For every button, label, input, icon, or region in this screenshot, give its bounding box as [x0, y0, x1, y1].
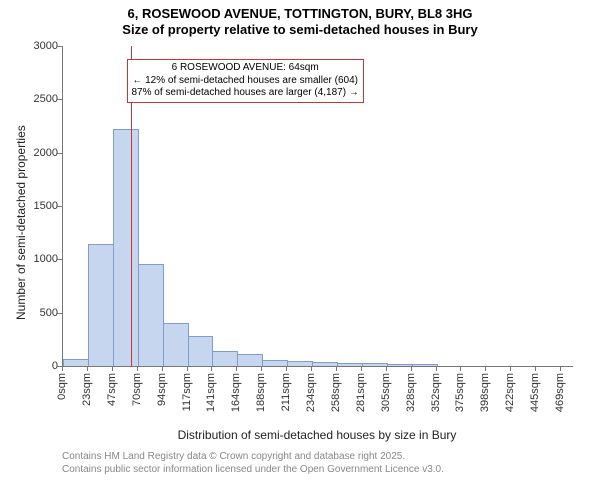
x-tick-label: 23sqm	[81, 373, 93, 406]
y-tick-label: 2000	[4, 147, 58, 159]
x-tick-mark	[336, 366, 337, 371]
histogram-bar	[237, 354, 263, 366]
histogram-bar	[88, 244, 114, 366]
x-tick-mark	[87, 366, 88, 371]
x-tick-label: 375sqm	[454, 373, 466, 412]
x-tick-label: 234sqm	[305, 373, 317, 412]
chart-title: 6, ROSEWOOD AVENUE, TOTTINGTON, BURY, BL…	[0, 0, 600, 39]
x-tick-label: 47sqm	[106, 373, 118, 406]
x-tick-mark	[286, 366, 287, 371]
x-tick-label: 0sqm	[56, 373, 68, 400]
y-ticks: 050010001500200025003000	[0, 46, 62, 366]
histogram-bar	[163, 323, 189, 366]
x-tick-label: 328sqm	[405, 373, 417, 412]
x-tick-label: 117sqm	[181, 373, 193, 411]
x-tick-mark	[236, 366, 237, 371]
annotation-line3: 87% of semi-detached houses are larger (…	[132, 87, 359, 100]
x-tick-mark	[137, 366, 138, 371]
y-tick-mark	[57, 46, 62, 47]
title-line2: Size of property relative to semi-detach…	[0, 22, 600, 38]
x-tick-label: 281sqm	[355, 373, 367, 412]
annotation-line2: ← 12% of semi-detached houses are smalle…	[132, 75, 359, 88]
y-tick-label: 2500	[4, 93, 58, 105]
histogram-bar	[188, 336, 214, 366]
x-tick-mark	[311, 366, 312, 371]
y-tick-label: 3000	[4, 40, 58, 52]
x-tick-label: 305sqm	[380, 373, 392, 412]
x-tick-label: 422sqm	[504, 373, 516, 412]
annotation-line1: 6 ROSEWOOD AVENUE: 64sqm	[132, 62, 359, 75]
x-tick-label: 469sqm	[554, 373, 566, 412]
x-tick-mark	[460, 366, 461, 371]
title-line1: 6, ROSEWOOD AVENUE, TOTTINGTON, BURY, BL…	[0, 6, 600, 22]
x-axis-title: Distribution of semi-detached houses by …	[62, 428, 572, 442]
y-tick-label: 1000	[4, 253, 58, 265]
y-tick-mark	[57, 206, 62, 207]
x-tick-mark	[510, 366, 511, 371]
y-tick-label: 1500	[4, 200, 58, 212]
footer: Contains HM Land Registry data © Crown c…	[62, 450, 600, 476]
x-tick-mark	[112, 366, 113, 371]
footer-line1: Contains HM Land Registry data © Crown c…	[62, 450, 600, 463]
x-tick-label: 70sqm	[131, 373, 143, 406]
y-tick-mark	[57, 259, 62, 260]
x-tick-mark	[62, 366, 63, 371]
histogram-bar	[212, 351, 238, 366]
x-tick-mark	[386, 366, 387, 371]
y-tick-mark	[57, 99, 62, 100]
x-tick-label: 164sqm	[230, 373, 242, 412]
plot-area: 6 ROSEWOOD AVENUE: 64sqm← 12% of semi-de…	[62, 46, 573, 367]
y-tick-label: 500	[4, 307, 58, 319]
x-tick-mark	[535, 366, 536, 371]
histogram-bar	[138, 264, 164, 366]
histogram-bar	[63, 359, 89, 366]
y-tick-mark	[57, 153, 62, 154]
y-tick-mark	[57, 313, 62, 314]
y-tick-label: 0	[4, 360, 58, 372]
chart-container: { "title_line1": "6, ROSEWOOD AVENUE, TO…	[0, 0, 600, 500]
annotation-box: 6 ROSEWOOD AVENUE: 64sqm← 12% of semi-de…	[127, 59, 364, 103]
x-tick-mark	[261, 366, 262, 371]
x-tick-mark	[187, 366, 188, 371]
x-tick-label: 352sqm	[430, 373, 442, 412]
x-tick-label: 211sqm	[280, 373, 292, 411]
x-tick-mark	[560, 366, 561, 371]
x-tick-label: 258sqm	[330, 373, 342, 412]
x-tick-label: 445sqm	[529, 373, 541, 412]
footer-line2: Contains public sector information licen…	[62, 463, 600, 476]
x-tick-label: 398sqm	[479, 373, 491, 412]
x-tick-mark	[162, 366, 163, 371]
x-tick-label: 188sqm	[255, 373, 267, 412]
x-tick-mark	[361, 366, 362, 371]
x-tick-mark	[485, 366, 486, 371]
x-tick-mark	[436, 366, 437, 371]
x-tick-mark	[211, 366, 212, 371]
x-tick-mark	[411, 366, 412, 371]
x-ticks: 0sqm23sqm47sqm70sqm94sqm117sqm141sqm164s…	[62, 366, 572, 426]
x-tick-label: 141sqm	[205, 373, 217, 412]
x-tick-label: 94sqm	[156, 373, 168, 406]
histogram-bar	[113, 129, 139, 366]
